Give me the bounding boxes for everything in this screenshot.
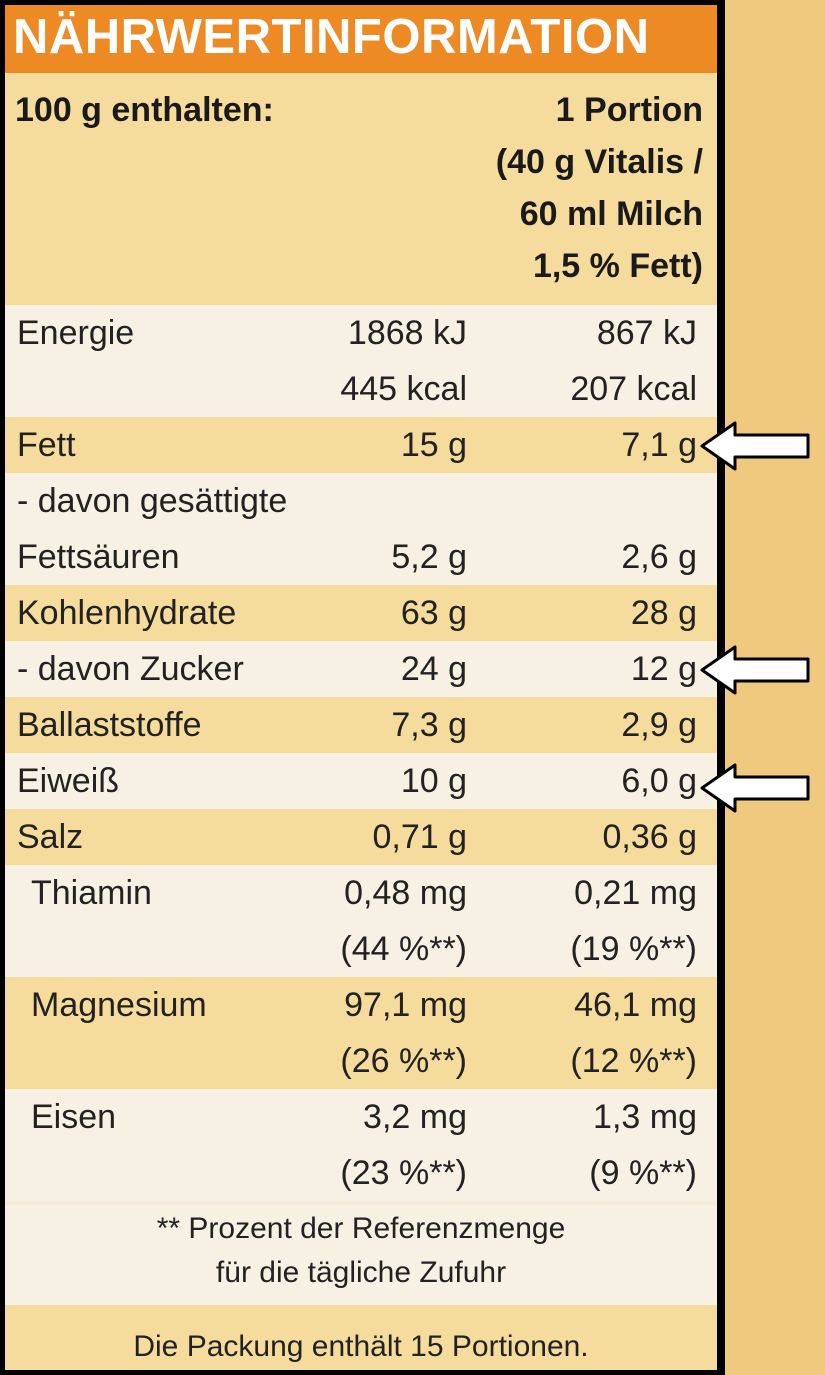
row-band xyxy=(5,809,717,865)
row-band xyxy=(5,1089,717,1201)
value-100g: 63 g xyxy=(400,594,467,632)
value-100g: (44 %**) xyxy=(340,930,467,968)
row-label: Eisen xyxy=(31,1098,117,1136)
title-band: NÄHRWERTINFORMATION xyxy=(5,5,717,73)
row-label: - davon gesättigte xyxy=(17,482,288,520)
value-portion: 7,1 g xyxy=(621,426,697,464)
value-portion: 1,3 mg xyxy=(593,1098,697,1136)
value-portion: 0,21 mg xyxy=(574,874,697,912)
footnote: für die tägliche Zufuhr xyxy=(215,1256,507,1289)
value-100g: 97,1 mg xyxy=(344,986,467,1024)
row-label: Magnesium xyxy=(31,986,207,1024)
row-label: Fett xyxy=(17,426,76,464)
value-100g: 445 kcal xyxy=(340,370,467,408)
value-portion: 28 g xyxy=(630,594,697,632)
value-portion: 867 kJ xyxy=(596,314,697,352)
stripe xyxy=(5,1305,717,1370)
nutrition-label: NÄHRWERTINFORMATION 100 g enthalten: 1 P… xyxy=(0,0,725,1375)
row-band xyxy=(5,417,717,473)
footnote: ** Prozent der Referenzmenge xyxy=(156,1212,566,1245)
value-portion: 0,36 g xyxy=(602,818,697,856)
row-band xyxy=(5,473,717,585)
value-portion: (12 %**) xyxy=(570,1042,697,1080)
value-100g: 0,48 mg xyxy=(344,874,467,912)
row-band xyxy=(5,865,717,977)
arrow xyxy=(700,421,810,471)
value-100g: 5,2 g xyxy=(391,538,467,576)
value-portion: 12 g xyxy=(630,650,697,688)
column-right: 1 Portion xyxy=(555,91,703,129)
value-portion: 46,1 mg xyxy=(574,986,697,1024)
value-portion: 2,9 g xyxy=(621,706,697,744)
row-band xyxy=(5,641,717,697)
row-label: Salz xyxy=(17,818,84,856)
column-left: 100 g enthalten: xyxy=(15,91,274,129)
value-portion: 2,6 g xyxy=(621,538,697,576)
value-100g: 15 g xyxy=(400,426,467,464)
row-label: Thiamin xyxy=(31,874,152,912)
value-100g: (23 %**) xyxy=(340,1154,467,1192)
row-band xyxy=(5,585,717,641)
value-100g: 10 g xyxy=(400,762,467,800)
row-band xyxy=(5,977,717,1089)
column-right: 60 ml Milch xyxy=(519,195,703,233)
arrow xyxy=(700,645,810,695)
row-band xyxy=(5,753,717,809)
row-band xyxy=(5,697,717,753)
value-100g: 1868 kJ xyxy=(347,314,467,352)
value-portion: (19 %**) xyxy=(570,930,697,968)
value-portion: (9 %**) xyxy=(589,1154,697,1192)
arrow xyxy=(700,763,810,813)
value-100g: 3,2 mg xyxy=(363,1098,467,1136)
value-portion: 6,0 g xyxy=(621,762,697,800)
column-header: 100 g enthalten: 1 Portion (40 g Vitalis … xyxy=(5,73,717,305)
row-label: Kohlenhydrate xyxy=(17,594,237,632)
title: NÄHRWERTINFORMATION xyxy=(13,10,650,64)
row-label: Energie xyxy=(17,314,135,352)
value-portion: 207 kcal xyxy=(570,370,697,408)
value-100g: (26 %**) xyxy=(340,1042,467,1080)
value-100g: 0,71 g xyxy=(372,818,467,856)
package-note: Die Packung enthält 15 Portionen. xyxy=(133,1330,589,1363)
column-right: (40 g Vitalis / xyxy=(495,143,703,181)
row-label: Fettsäuren xyxy=(17,538,180,576)
row-label: - davon Zucker xyxy=(17,650,244,688)
row-label: Ballaststoffe xyxy=(17,706,202,744)
column-right: 1,5 % Fett) xyxy=(532,247,703,285)
row-label: Eiweiß xyxy=(17,762,120,800)
stripe xyxy=(5,1205,717,1305)
value-100g: 24 g xyxy=(400,650,467,688)
row-band xyxy=(5,305,717,417)
value-100g: 7,3 g xyxy=(391,706,467,744)
